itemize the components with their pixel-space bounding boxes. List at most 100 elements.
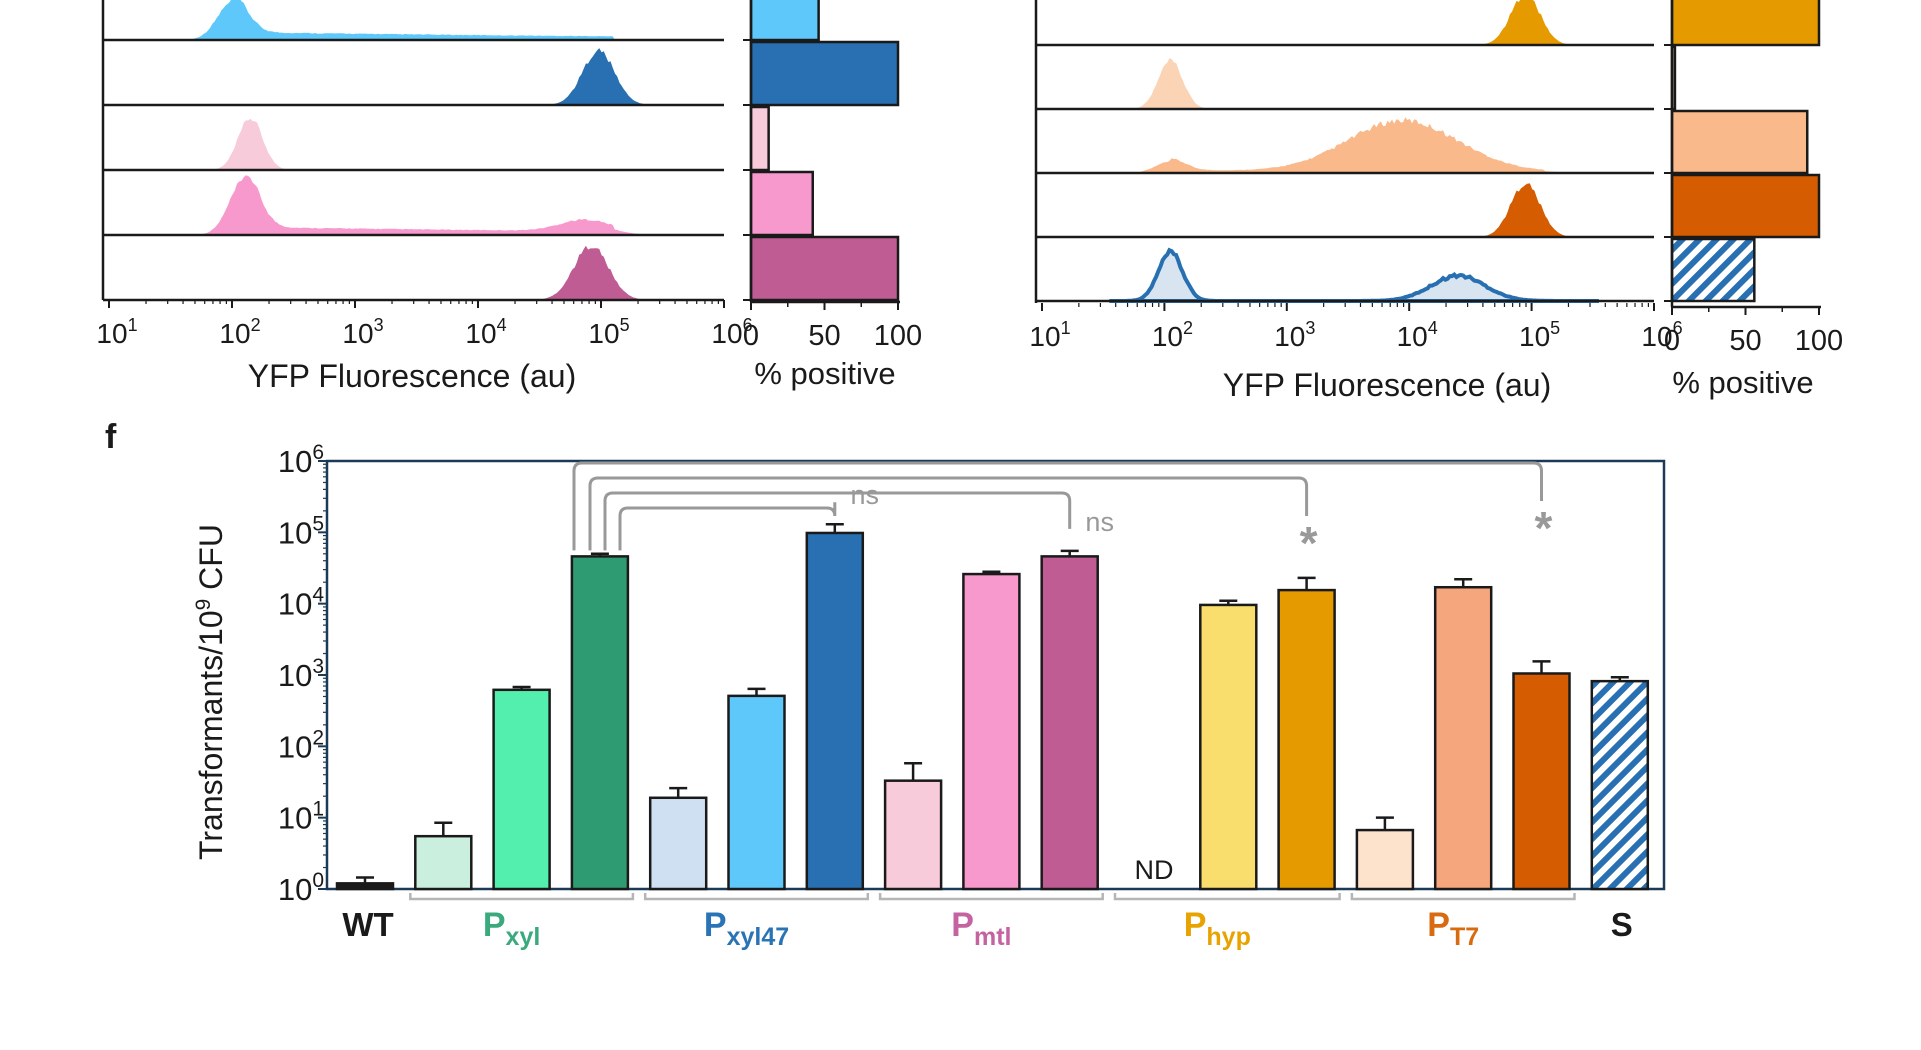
hist-tick-label-base: 10: [1152, 321, 1183, 352]
hist-tick-label-exp: 4: [1428, 318, 1438, 338]
bar-3: [492, 688, 551, 891]
pos-left-bar-5: [749, 235, 900, 302]
histogram-trace-1: [176, 0, 669, 40]
bar-12: [1199, 603, 1258, 891]
pos-right-bar-5: [1670, 237, 1756, 303]
y-tick-label: 106: [278, 441, 324, 479]
y-axis-label-tail: CFU: [193, 524, 229, 599]
hist-tick-label-exp: 2: [251, 315, 261, 335]
histogram-panel-left: [101, 0, 724, 302]
hist-tick-label-exp: 1: [1061, 318, 1071, 338]
significance-bracket-3: [603, 491, 1072, 551]
y-tick-label-exp: 2: [312, 726, 324, 749]
hist-xlabel-left: YFP Fluorescence (au): [248, 358, 576, 394]
hist-tick-label-exp: 5: [1550, 318, 1560, 338]
hist-tick-label-exp: 3: [1305, 318, 1315, 338]
y-tick-label: 101: [278, 798, 324, 836]
pos-left-bar-1: [749, 0, 820, 42]
y-tick-label-exp: 5: [312, 512, 324, 535]
pos-left-bar-4: [749, 170, 814, 237]
pos-left-tick-label: 100: [874, 320, 922, 352]
group-label-base: P: [1427, 906, 1450, 944]
bar-9: [962, 572, 1021, 891]
bar-15: [1433, 585, 1493, 891]
y-tick-label-base: 10: [278, 658, 312, 693]
hist-tick-label-exp: 5: [620, 315, 630, 335]
group-label-sub: xyl: [506, 923, 541, 951]
group-label-s: S: [1611, 906, 1633, 943]
hist-tick-label-exp: 6: [743, 315, 753, 335]
pos-left-bar-2: [749, 40, 900, 107]
hist-tick-label-base: 10: [342, 318, 373, 349]
hist-tick-label-exp: 4: [497, 315, 507, 335]
hist-xlabel-right: YFP Fluorescence (au): [1223, 367, 1551, 403]
hist-tick-label-base: 10: [96, 318, 127, 349]
hist-tick-label: 105: [588, 315, 629, 349]
hist-tick-label-base: 10: [1029, 321, 1060, 352]
group-label-hyp: Phyp: [1184, 906, 1251, 951]
pos-right-bar-1: [1670, 0, 1821, 47]
hist-tick-label-base: 10: [1519, 321, 1550, 352]
hist-tick-label-base: 10: [1274, 321, 1305, 352]
y-tick-label: 102: [278, 726, 324, 764]
hist-tick-label: 101: [96, 315, 137, 349]
group-label-sub: hyp: [1206, 923, 1250, 951]
bar-8: [883, 779, 943, 891]
y-tick-label: 100: [278, 869, 324, 907]
hist-tick-label-exp: 1: [128, 315, 138, 335]
y-tick-label-exp: 3: [312, 655, 324, 678]
pos-left-bar-3: [749, 105, 770, 172]
y-tick-label-base: 10: [278, 515, 312, 550]
hist-tick-label-base: 10: [219, 318, 250, 349]
hist-tick-label-base: 10: [465, 318, 496, 349]
y-tick-label-base: 10: [278, 444, 312, 479]
group-label-xyl: Pxyl: [483, 906, 540, 951]
histogram-trace-5: [176, 245, 669, 300]
group-bracket-xyl: [409, 893, 635, 901]
y-tick-label-exp: 4: [312, 584, 324, 607]
y-tick-label: 103: [278, 655, 324, 693]
group-bracket-mtl: [878, 893, 1104, 901]
hist-tick-label: 102: [219, 315, 260, 349]
bar-14: [1355, 828, 1415, 891]
histogram-panel-right: [1034, 0, 1654, 303]
hist-tick-label: 106: [711, 315, 752, 349]
histogram-axis-right: YFP Fluorescence (au) 101 102 103 104 105 106: [1029, 303, 1683, 403]
y-tick-label: 104: [278, 584, 324, 622]
y-axis-label-main: Transformants/10: [193, 610, 229, 860]
hist-tick-label: 103: [1274, 318, 1315, 352]
pos-right-tick-label: 50: [1729, 325, 1761, 357]
histogram-trace-2: [1109, 58, 1599, 109]
pos-xlabel-left: % positive: [754, 356, 895, 391]
histogram-axis-left: YFP Fluorescence (au) 101 102 103 104 105 106: [96, 300, 753, 394]
significance-label-3: ns: [1085, 507, 1114, 537]
pos-left-tick-label: 0: [743, 320, 759, 352]
bar-4: [570, 555, 630, 891]
hist-tick-label-exp: 3: [374, 315, 384, 335]
group-bracket-xyl47: [643, 893, 870, 901]
histogram-trace-4: [176, 175, 669, 235]
bar-5: [648, 796, 708, 891]
y-tick-label-base: 10: [278, 872, 312, 907]
group-bracket-T7: [1350, 893, 1576, 901]
hist-tick-label-exp: 6: [1673, 318, 1683, 338]
group-bracket-hyp: [1113, 893, 1341, 901]
histogram-fill-5: [1109, 250, 1599, 301]
bar-10: [1040, 555, 1099, 891]
bar-2: [414, 834, 473, 891]
hist-tick-label-base: 10: [1641, 321, 1672, 352]
y-tick-label-base: 10: [278, 587, 312, 622]
pos-right-tick-label: 0: [1664, 325, 1680, 357]
histogram-trace-2: [176, 48, 669, 105]
hist-tick-label-base: 10: [1397, 321, 1428, 352]
significance-bracket-2: [588, 476, 1309, 551]
hist-tick-label: 102: [1152, 318, 1193, 352]
group-label-mtl: Pmtl: [951, 906, 1011, 951]
bar-1: [335, 882, 395, 891]
hist-tick-label: 105: [1519, 318, 1560, 352]
group-label-base: P: [951, 906, 974, 944]
group-label-sub: mtl: [974, 923, 1012, 951]
group-label-xyl47: Pxyl47: [704, 906, 789, 951]
histogram-trace-4: [1109, 183, 1599, 237]
